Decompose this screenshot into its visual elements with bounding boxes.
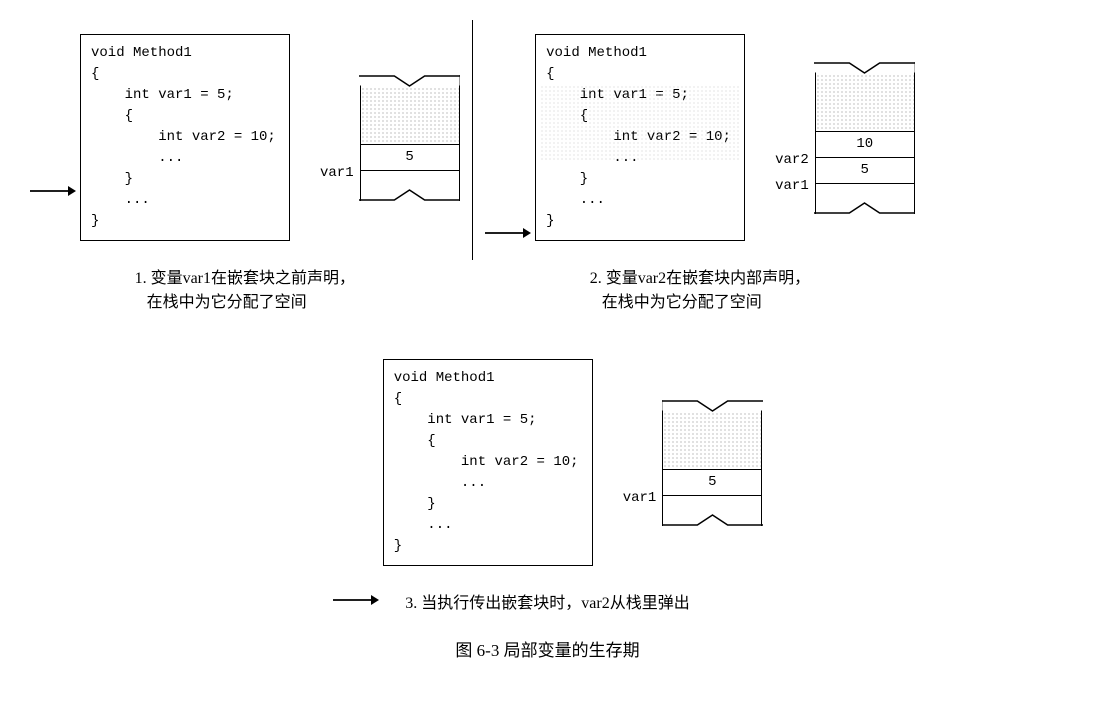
stack-area-3: var1 5 <box>623 400 763 526</box>
stack-area-2: var2var1 105 <box>775 62 915 214</box>
figure-title: 图 6-3 局部变量的生存期 <box>30 636 1065 661</box>
stack-cell: 5 <box>360 145 460 171</box>
caption-2: 2. 变量var2在嵌套块内部声明， 在栈中为它分配了空间 <box>590 267 810 315</box>
caption-1: 1. 变量var1在嵌套块之前声明， 在栈中为它分配了空间 <box>135 267 355 315</box>
vertical-divider <box>472 20 474 260</box>
stack-2: 105 <box>815 62 915 214</box>
stack-label: var1 <box>775 173 809 199</box>
caption-3: 3. 当执行传出嵌套块时，var2从栈里弹出 <box>405 592 689 616</box>
stack-label: var1 <box>320 160 354 186</box>
stack-1: 5 <box>360 75 460 201</box>
panel-2: void Method1 { int var1 = 5; { int var2 … <box>485 20 915 255</box>
stack-labels-1: var1 <box>320 90 354 186</box>
panel-1-group: void Method1 { int var1 = 5; { int var2 … <box>30 20 460 315</box>
stack-labels-3: var1 <box>623 415 657 511</box>
stack-cell: 5 <box>815 158 915 184</box>
codebox-3: void Method1 { int var1 = 5; { int var2 … <box>383 359 593 566</box>
bottom-row: void Method1 { int var1 = 5; { int var2 … <box>30 345 1065 616</box>
stack-3: 5 <box>662 400 762 526</box>
panel-2-group: void Method1 { int var1 = 5; { int var2 … <box>485 20 915 315</box>
stack-label: var2 <box>775 147 809 173</box>
arrow-2 <box>485 131 525 145</box>
stack-label: var1 <box>623 485 657 511</box>
stack-cell: 10 <box>815 132 915 158</box>
stack-area-1: var1 5 <box>320 75 460 201</box>
arrow-3 <box>333 456 373 470</box>
panel-3: void Method1 { int var1 = 5; { int var2 … <box>333 345 763 580</box>
codebox-2: void Method1 { int var1 = 5; { int var2 … <box>535 34 745 241</box>
arrow-1 <box>30 131 70 145</box>
codebox-1: void Method1 { int var1 = 5; { int var2 … <box>80 34 290 241</box>
stack-cell: 5 <box>662 470 762 496</box>
panel-1: void Method1 { int var1 = 5; { int var2 … <box>30 20 460 255</box>
panel-3-group: void Method1 { int var1 = 5; { int var2 … <box>333 345 763 616</box>
top-row: void Method1 { int var1 = 5; { int var2 … <box>30 20 1065 315</box>
stack-labels-2: var2var1 <box>775 77 809 199</box>
